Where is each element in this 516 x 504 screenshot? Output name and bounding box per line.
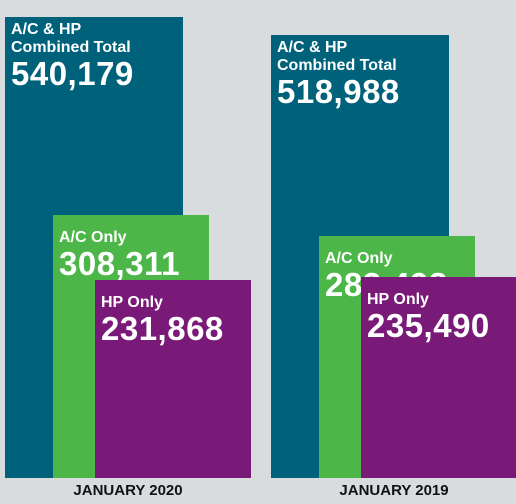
bar-name: A/C Only [59,228,127,246]
bar: HP Only 231,868 [95,280,251,478]
value-label: 518,988 [277,73,400,110]
value-label: 308,311 [59,244,180,282]
bar-name: A/C Only [325,250,393,267]
bar-name: A/C & HP Combined Total [11,20,131,56]
value-label: 235,490 [367,306,490,344]
x-tick-label: JANUARY 2019 [339,482,449,499]
value-label: 540,179 [11,54,134,92]
bar: HP Only 235,490 [361,276,516,478]
value-label: 231,868 [101,310,224,348]
bar-name: HP Only [101,294,163,312]
bar-name: A/C & HP Combined Total [277,39,397,74]
x-tick-label: JANUARY 2020 [73,482,183,499]
bar-name: HP Only [367,290,429,308]
